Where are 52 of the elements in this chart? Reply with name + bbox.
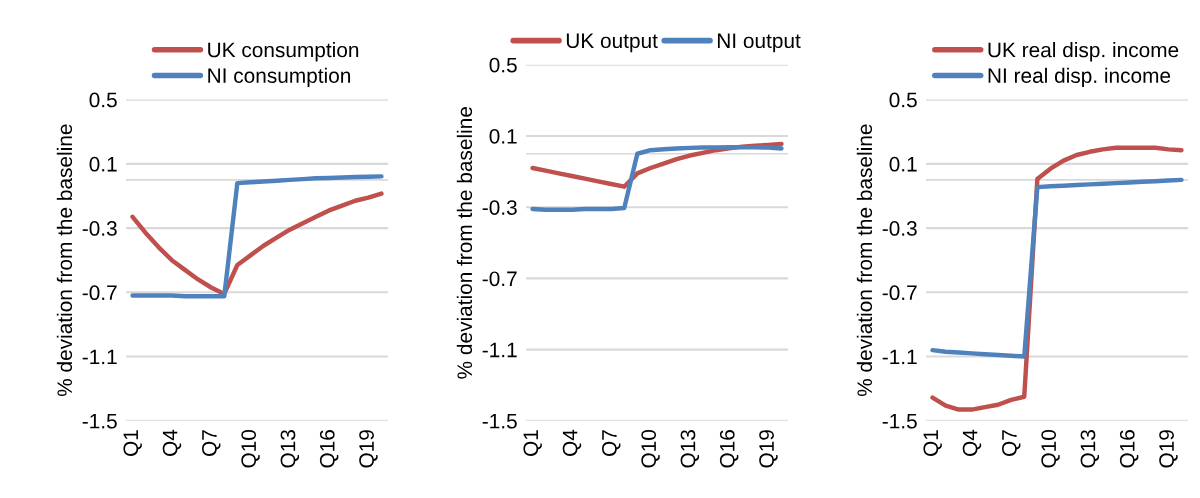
y-tick-label: -1.5 (482, 414, 517, 429)
y-tick-label: -1.1 (482, 342, 517, 358)
legend-label: UK consumption (208, 42, 359, 62)
x-tick-label: Q10 (641, 429, 660, 468)
x-tick-label: Q19 (759, 430, 778, 468)
x-tick-label: Q19 (359, 430, 378, 468)
x-tick-label: Q1 (123, 430, 142, 456)
legend-label: NI consumption (208, 67, 351, 88)
x-tick-label: Q4 (962, 429, 982, 456)
legend-label: NI output (717, 33, 801, 53)
x-tick-label: Q7 (201, 430, 221, 456)
y-tick-label: -1.5 (82, 414, 117, 429)
x-tick-label: Q7 (601, 430, 621, 456)
line-series (530, 144, 784, 213)
legend-label: NI real disp. income (988, 67, 1171, 88)
y-tick-label: 0.1 (889, 156, 917, 172)
y-axis-title: % deviation from the baseline (856, 124, 873, 397)
y-tick-label: 0.5 (489, 57, 517, 73)
y-axis-title: % deviation from the baseline (456, 107, 473, 379)
y-tick-label: 0.5 (89, 92, 117, 108)
line-series (130, 191, 384, 297)
y-tick-label: 0.1 (489, 128, 517, 144)
line-series (930, 177, 1184, 359)
y-tick-label: -0.3 (82, 221, 117, 236)
x-tick-label: Q1 (523, 430, 542, 456)
line-series (130, 174, 384, 299)
x-tick-label: Q13 (280, 430, 300, 468)
x-tick-label: Q10 (241, 429, 260, 468)
x-tick-label: Q7 (1001, 430, 1021, 456)
x-tick-label: Q19 (1159, 430, 1178, 468)
x-tick-label: Q13 (1080, 430, 1100, 468)
x-tick-label: Q4 (162, 429, 182, 456)
y-tick-label: -1.1 (882, 349, 917, 365)
x-tick-label: Q10 (1041, 429, 1060, 468)
y-tick-label: -1.5 (882, 414, 917, 429)
legend-label: UK output (566, 33, 658, 53)
x-tick-label: Q1 (923, 430, 942, 456)
y-tick-label: -0.7 (82, 285, 117, 301)
x-tick-label: Q16 (719, 430, 739, 468)
x-tick-label: Q13 (680, 430, 700, 468)
y-tick-label: -0.3 (882, 221, 917, 236)
x-tick-label: Q16 (319, 430, 339, 468)
y-tick-label: -0.3 (482, 200, 517, 215)
y-tick-label: -1.1 (82, 349, 117, 365)
y-tick-label: -0.7 (882, 285, 917, 301)
x-tick-label: Q4 (562, 429, 582, 456)
legend-label: UK real disp. income (988, 42, 1179, 62)
y-tick-label: 0.5 (889, 92, 917, 108)
y-tick-label: 0.1 (89, 156, 117, 172)
y-tick-label: -0.7 (482, 271, 517, 287)
x-tick-label: Q16 (1119, 430, 1139, 468)
y-axis-title: % deviation from the baseline (56, 124, 73, 397)
